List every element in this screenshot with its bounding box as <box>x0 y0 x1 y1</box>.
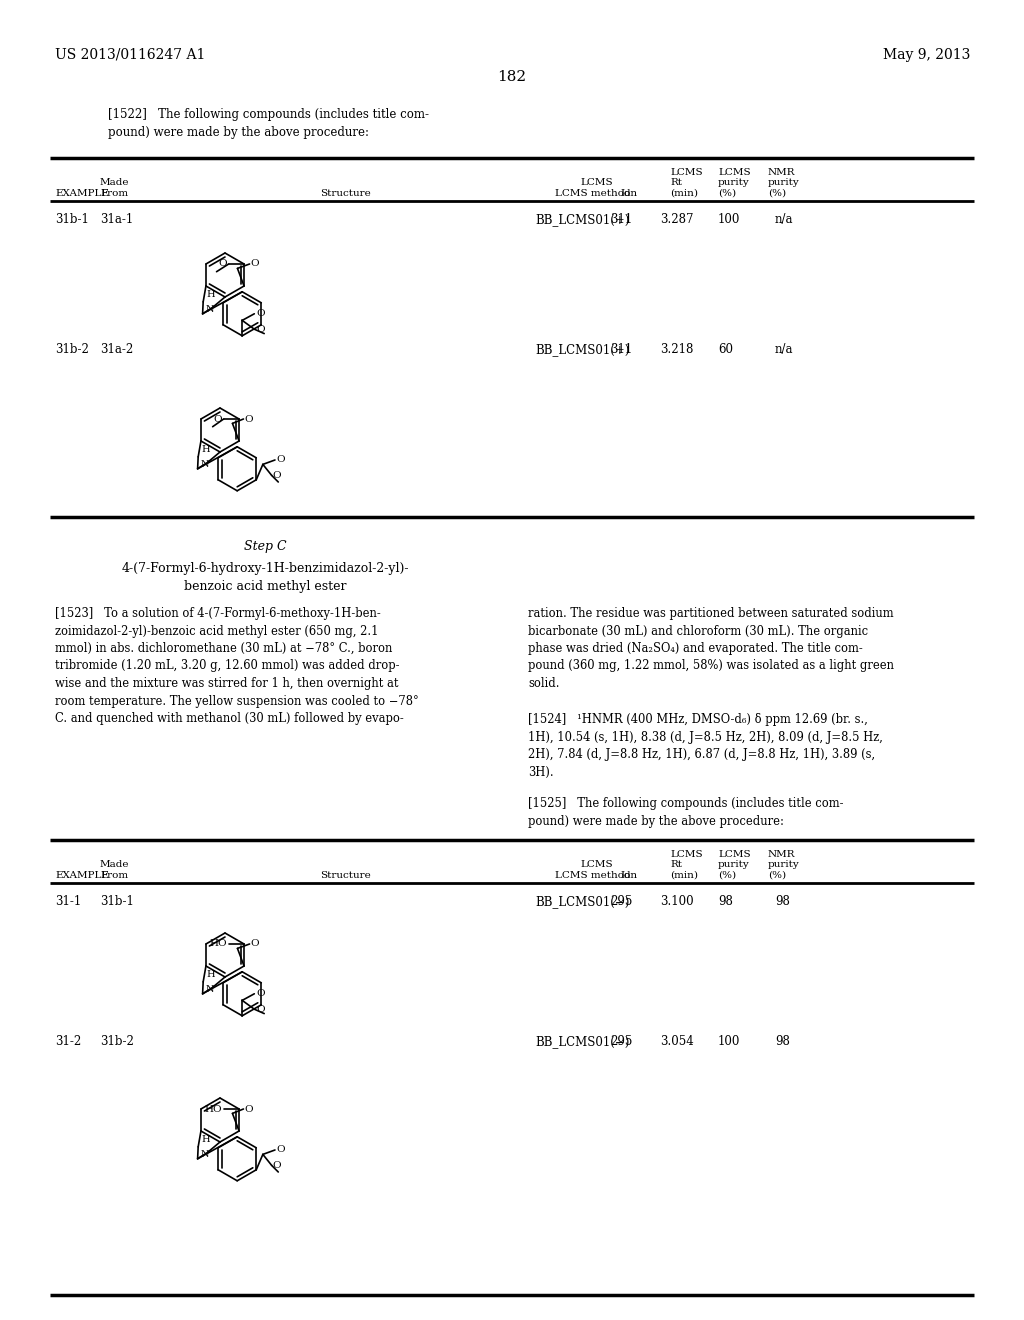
Text: (%): (%) <box>718 189 736 198</box>
Text: 100: 100 <box>718 1035 740 1048</box>
Text: 98: 98 <box>775 1035 790 1048</box>
Text: 4-(7-Formyl-6-hydroxy-1H-benzimidazol-2-yl)-
benzoic acid methyl ester: 4-(7-Formyl-6-hydroxy-1H-benzimidazol-2-… <box>121 562 409 593</box>
Text: 311: 311 <box>610 343 632 356</box>
Text: 31b-2: 31b-2 <box>100 1035 134 1048</box>
Text: N: N <box>205 305 214 314</box>
Text: H: H <box>202 445 210 454</box>
Text: 31b-2: 31b-2 <box>55 343 89 356</box>
Text: BB_LCMS01(−): BB_LCMS01(−) <box>535 895 630 908</box>
Text: O: O <box>245 414 253 424</box>
Text: purity: purity <box>768 861 800 869</box>
Text: BB_LCMS01(+): BB_LCMS01(+) <box>535 343 630 356</box>
Text: O: O <box>256 309 265 318</box>
Text: Rt: Rt <box>670 178 682 187</box>
Text: HO: HO <box>204 1105 221 1114</box>
Text: O: O <box>256 989 265 998</box>
Text: (min): (min) <box>670 189 698 198</box>
Text: Ion: Ion <box>620 871 637 880</box>
Text: O: O <box>251 260 259 268</box>
Text: purity: purity <box>718 178 750 187</box>
Text: 98: 98 <box>718 895 733 908</box>
Text: 3.287: 3.287 <box>660 213 693 226</box>
Text: 182: 182 <box>498 70 526 84</box>
Text: (%): (%) <box>768 871 786 880</box>
Text: EXAMPLE: EXAMPLE <box>55 189 109 198</box>
Text: HO: HO <box>209 940 226 949</box>
Text: n/a: n/a <box>775 343 794 356</box>
Text: 311: 311 <box>610 213 632 226</box>
Text: H: H <box>207 970 215 979</box>
Text: 31b-1: 31b-1 <box>100 895 134 908</box>
Text: O: O <box>218 260 226 268</box>
Text: LCMS: LCMS <box>718 850 751 859</box>
Text: H: H <box>207 290 215 300</box>
Text: From: From <box>100 871 128 880</box>
Text: LCMS method: LCMS method <box>555 871 631 880</box>
Text: LCMS: LCMS <box>580 861 612 869</box>
Text: 31-1: 31-1 <box>55 895 81 908</box>
Text: 31-2: 31-2 <box>55 1035 81 1048</box>
Text: Step C: Step C <box>244 540 287 553</box>
Text: LCMS: LCMS <box>670 850 702 859</box>
Text: [1525]   The following compounds (includes title com-
pound) were made by the ab: [1525] The following compounds (includes… <box>528 797 844 828</box>
Text: ration. The residue was partitioned between saturated sodium
bicarbonate (30 mL): ration. The residue was partitioned betw… <box>528 607 894 690</box>
Text: purity: purity <box>718 861 750 869</box>
Text: Made: Made <box>100 178 129 187</box>
Text: Structure: Structure <box>319 189 371 198</box>
Text: O: O <box>245 1105 253 1114</box>
Text: H: H <box>202 1135 210 1144</box>
Text: EXAMPLE: EXAMPLE <box>55 871 109 880</box>
Text: US 2013/0116247 A1: US 2013/0116247 A1 <box>55 48 206 62</box>
Text: (%): (%) <box>768 189 786 198</box>
Text: 295: 295 <box>610 895 633 908</box>
Text: Structure: Structure <box>319 871 371 880</box>
Text: LCMS: LCMS <box>670 168 702 177</box>
Text: 3.218: 3.218 <box>660 343 693 356</box>
Text: 31a-2: 31a-2 <box>100 343 133 356</box>
Text: O: O <box>275 455 285 465</box>
Text: purity: purity <box>768 178 800 187</box>
Text: Ion: Ion <box>620 189 637 198</box>
Text: LCMS: LCMS <box>580 178 612 187</box>
Text: O: O <box>213 414 221 424</box>
Text: Made: Made <box>100 861 129 869</box>
Text: BB_LCMS01(−): BB_LCMS01(−) <box>535 1035 630 1048</box>
Text: (%): (%) <box>718 871 736 880</box>
Text: O: O <box>256 325 265 334</box>
Text: 3.100: 3.100 <box>660 895 693 908</box>
Text: BB_LCMS01(+): BB_LCMS01(+) <box>535 213 630 226</box>
Text: O: O <box>256 1005 265 1014</box>
Text: O: O <box>275 1146 285 1155</box>
Text: [1524]   ¹HNMR (400 MHz, DMSO-d₆) δ ppm 12.69 (br. s.,
1H), 10.54 (s, 1H), 8.38 : [1524] ¹HNMR (400 MHz, DMSO-d₆) δ ppm 12… <box>528 713 883 779</box>
Text: From: From <box>100 189 128 198</box>
Text: NMR: NMR <box>768 850 796 859</box>
Text: 31a-1: 31a-1 <box>100 213 133 226</box>
Text: O: O <box>272 1160 282 1170</box>
Text: 295: 295 <box>610 1035 633 1048</box>
Text: N: N <box>205 985 214 994</box>
Text: N: N <box>200 1150 209 1159</box>
Text: Rt: Rt <box>670 861 682 869</box>
Text: 98: 98 <box>775 895 790 908</box>
Text: (min): (min) <box>670 871 698 880</box>
Text: [1523]   To a solution of 4-(7-Formyl-6-methoxy-1H-ben-
zoimidazol-2-yl)-benzoic: [1523] To a solution of 4-(7-Formyl-6-me… <box>55 607 419 725</box>
Text: 60: 60 <box>718 343 733 356</box>
Text: O: O <box>251 940 259 949</box>
Text: NMR: NMR <box>768 168 796 177</box>
Text: n/a: n/a <box>775 213 794 226</box>
Text: LCMS: LCMS <box>718 168 751 177</box>
Text: 3.054: 3.054 <box>660 1035 693 1048</box>
Text: May 9, 2013: May 9, 2013 <box>883 48 970 62</box>
Text: 100: 100 <box>718 213 740 226</box>
Text: O: O <box>272 471 282 480</box>
Text: 31b-1: 31b-1 <box>55 213 89 226</box>
Text: N: N <box>200 459 209 469</box>
Text: LCMS method: LCMS method <box>555 189 631 198</box>
Text: [1522]   The following compounds (includes title com-
pound) were made by the ab: [1522] The following compounds (includes… <box>108 108 429 139</box>
